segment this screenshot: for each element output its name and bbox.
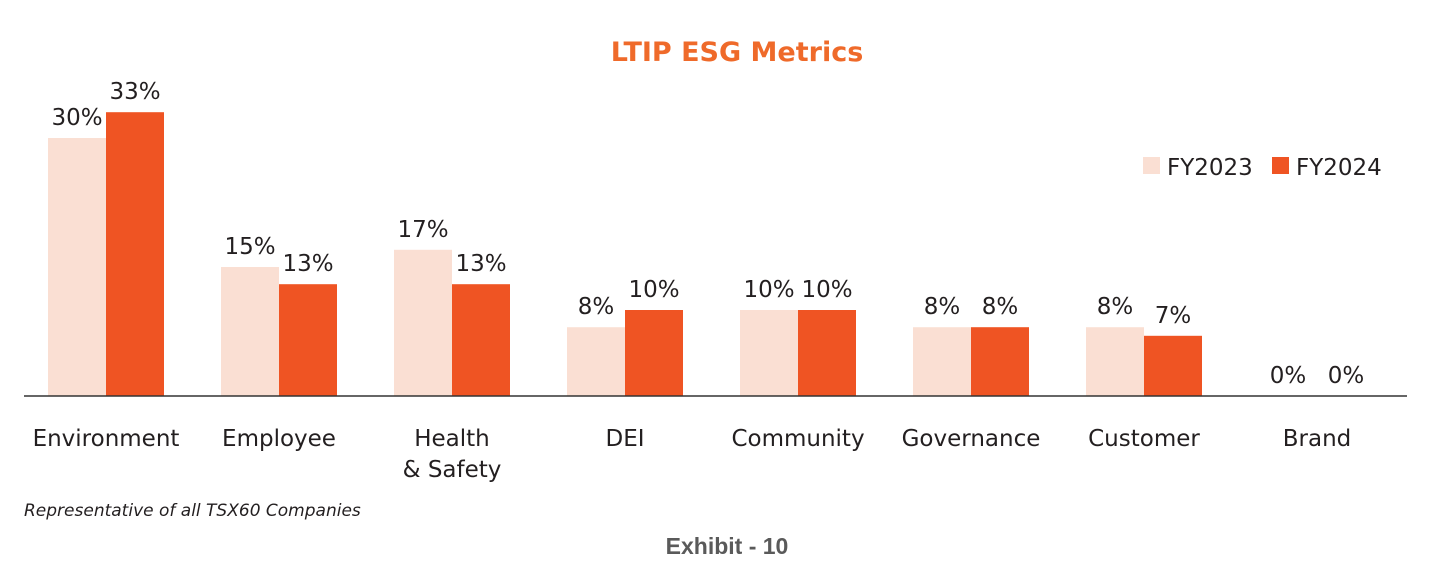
bar-fy2024-5 bbox=[971, 327, 1029, 396]
value-label-fy2023-4: 10% bbox=[743, 277, 794, 303]
bar-fy2023-6 bbox=[1086, 327, 1144, 396]
bar-fy2024-2 bbox=[452, 284, 510, 396]
bar-fy2023-0 bbox=[48, 138, 106, 396]
footnote: Representative of all TSX60 Companies bbox=[24, 501, 361, 521]
value-label-fy2024-4: 10% bbox=[801, 277, 852, 303]
bar-fy2023-5 bbox=[913, 327, 971, 396]
exhibit-label: Exhibit - 10 bbox=[665, 533, 789, 559]
legend-label-fy2023: FY2023 bbox=[1167, 155, 1253, 181]
category-label-line: DEI bbox=[605, 426, 644, 452]
category-label-6: Customer bbox=[1088, 426, 1200, 452]
legend-label-fy2024: FY2024 bbox=[1296, 155, 1382, 181]
bar-fy2023-1 bbox=[221, 267, 279, 396]
value-label-fy2024-7: 0% bbox=[1328, 363, 1365, 389]
value-label-fy2023-3: 8% bbox=[578, 294, 615, 320]
bar-fy2024-0 bbox=[106, 112, 164, 396]
category-label-1: Employee bbox=[222, 426, 336, 452]
category-label-line: Employee bbox=[222, 426, 336, 452]
category-label-line: Community bbox=[731, 426, 864, 452]
value-label-fy2023-0: 30% bbox=[51, 105, 102, 131]
legend-swatch-fy2023 bbox=[1143, 157, 1160, 174]
value-label-fy2024-3: 10% bbox=[628, 277, 679, 303]
bar-fy2024-6 bbox=[1144, 335, 1202, 396]
bar-fy2023-2 bbox=[394, 249, 452, 396]
value-label-fy2024-2: 13% bbox=[455, 251, 506, 277]
category-label-2: Health & Safety bbox=[403, 426, 502, 483]
category-label-line: Brand bbox=[1283, 426, 1352, 452]
category-label-line: Customer bbox=[1088, 426, 1200, 452]
value-label-fy2023-6: 8% bbox=[1097, 294, 1134, 320]
value-label-fy2024-6: 7% bbox=[1155, 303, 1192, 329]
category-label-line: Governance bbox=[902, 426, 1041, 452]
value-labels-layer: 30% 33% 15% 13% 17% 13% 8% 10% 10% 10% 8% 8% 8% 7% 0% 0… bbox=[51, 79, 1364, 389]
bar-fy2024-1 bbox=[279, 284, 337, 396]
bar-fy2023-4 bbox=[740, 310, 798, 396]
value-label-fy2023-1: 15% bbox=[224, 234, 275, 260]
bars-layer bbox=[48, 112, 1202, 396]
chart-title: LTIP ESG Metrics bbox=[611, 37, 864, 68]
bar-fy2024-3 bbox=[625, 310, 683, 396]
bar-fy2023-3 bbox=[567, 327, 625, 396]
category-label-7: Brand bbox=[1283, 426, 1352, 452]
category-label-5: Governance bbox=[902, 426, 1041, 452]
category-labels-layer: Environment Employee Health & Safety DEI Comm… bbox=[33, 426, 1352, 483]
value-label-fy2023-2: 17% bbox=[397, 217, 448, 243]
category-label-0: Environment bbox=[33, 426, 180, 452]
value-label-fy2024-1: 13% bbox=[282, 251, 333, 277]
category-label-line: Health bbox=[414, 426, 490, 452]
bar-fy2024-4 bbox=[798, 310, 856, 396]
value-label-fy2024-5: 8% bbox=[982, 294, 1019, 320]
category-label-line: & Safety bbox=[403, 457, 502, 483]
value-label-fy2024-0: 33% bbox=[109, 79, 160, 105]
legend: FY2023 FY2024 bbox=[1143, 155, 1382, 181]
legend-swatch-fy2024 bbox=[1272, 157, 1289, 174]
value-label-fy2023-7: 0% bbox=[1270, 363, 1307, 389]
value-label-fy2023-5: 8% bbox=[924, 294, 961, 320]
category-label-3: DEI bbox=[605, 426, 644, 452]
category-label-line: Environment bbox=[33, 426, 180, 452]
category-label-4: Community bbox=[731, 426, 864, 452]
